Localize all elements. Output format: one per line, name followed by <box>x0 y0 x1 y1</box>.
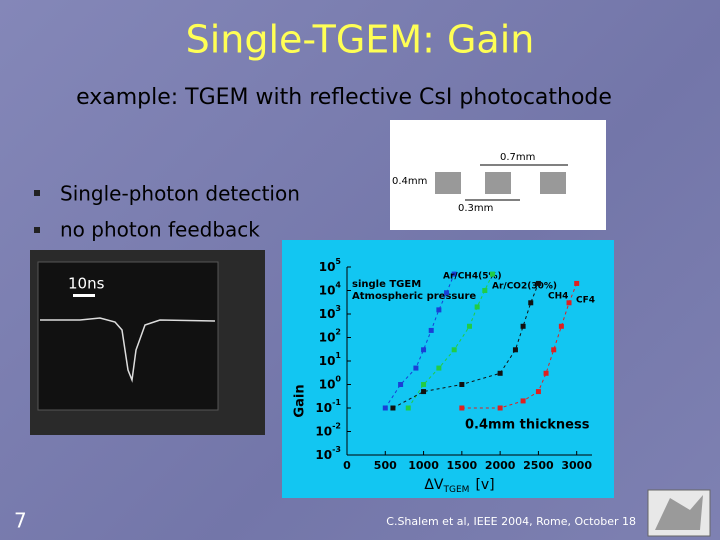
scale-bar <box>73 294 95 297</box>
legend-entry: Ar/CH4(5%) <box>443 272 502 282</box>
data-point <box>520 323 526 329</box>
x-axis-label: ΔVTGEM [v] <box>424 477 494 495</box>
slide-number: 7 <box>14 509 27 533</box>
x-tick-label: 500 <box>374 459 397 472</box>
scope-label: 10ns <box>68 275 105 293</box>
data-point <box>436 307 442 313</box>
x-tick-label: 2000 <box>485 459 516 472</box>
legend-entry: CH4 <box>548 292 568 302</box>
plot: 0 500 1000 1500 2000 2500 3000 10-3 10-2 10-1 100 1… <box>293 257 596 495</box>
y-tick-label: 100 <box>319 374 342 391</box>
data-point <box>482 288 488 293</box>
diagram-label: 0.4mm <box>392 176 427 187</box>
scope-trace <box>40 317 216 383</box>
x-tick-label: 0 <box>343 459 351 472</box>
y-tick-label: 102 <box>319 327 341 344</box>
annotation: Atmospheric pressure <box>352 291 476 302</box>
x-tick-label: 3000 <box>561 459 592 472</box>
legend-entry: CF4 <box>576 296 595 306</box>
data-point <box>421 382 427 387</box>
y-tick-label: 10-1 <box>315 398 341 415</box>
data-point <box>421 389 427 395</box>
y-tick-label: 101 <box>319 351 342 368</box>
data-point <box>489 271 495 277</box>
data-point <box>421 347 427 353</box>
series-line <box>407 273 493 409</box>
legend-entry: Ar/CO2(30%) <box>492 282 557 292</box>
series-line <box>384 273 455 409</box>
data-point <box>497 370 503 376</box>
data-point <box>474 304 480 310</box>
logo-art <box>655 495 703 530</box>
y-tick-label: 10-2 <box>315 421 341 438</box>
diagram-label: 0.3mm <box>458 203 493 214</box>
bullet-marker <box>34 190 40 196</box>
data-point <box>512 347 518 353</box>
scope-screen <box>37 261 219 411</box>
annotation: 0.4mm thickness <box>465 418 590 433</box>
electrode <box>485 172 511 194</box>
subtitle: example: TGEM with reflective CsI photoc… <box>76 85 612 110</box>
electrode <box>435 172 461 194</box>
x-tick-label: 2500 <box>523 459 554 472</box>
y-tick-label: 103 <box>319 304 341 321</box>
x-tick-label: 1500 <box>447 459 478 472</box>
bullet: no photon feedback <box>60 218 260 242</box>
data-point <box>558 323 564 329</box>
bullet-marker <box>34 227 40 233</box>
diagram-label: 0.7mm <box>500 152 535 163</box>
data-point <box>444 290 450 296</box>
x-axis-label-part: [v] <box>475 477 494 493</box>
y-tick-label: 10-3 <box>315 445 341 462</box>
y-axis-label: Gain <box>293 384 308 417</box>
data-point <box>398 382 404 387</box>
x-axis-label-part: TGEM <box>443 485 470 495</box>
annotation: single TGEM <box>352 279 421 290</box>
electrode <box>540 172 566 194</box>
data-point <box>574 280 580 286</box>
title: Single-TGEM: Gain <box>186 18 535 62</box>
series-line <box>392 283 539 409</box>
y-tick-label: 104 <box>319 280 342 297</box>
data-point <box>543 370 549 376</box>
bullet: Single-photon detection <box>60 182 300 206</box>
data-point <box>551 347 557 353</box>
x-tick-label: 1000 <box>408 459 439 472</box>
data-point <box>528 300 534 306</box>
footer: C.Shalem et al, IEEE 2004, Rome, October… <box>386 515 636 528</box>
y-tick-label: 105 <box>319 257 342 274</box>
x-axis-label-part: ΔV <box>424 477 444 493</box>
